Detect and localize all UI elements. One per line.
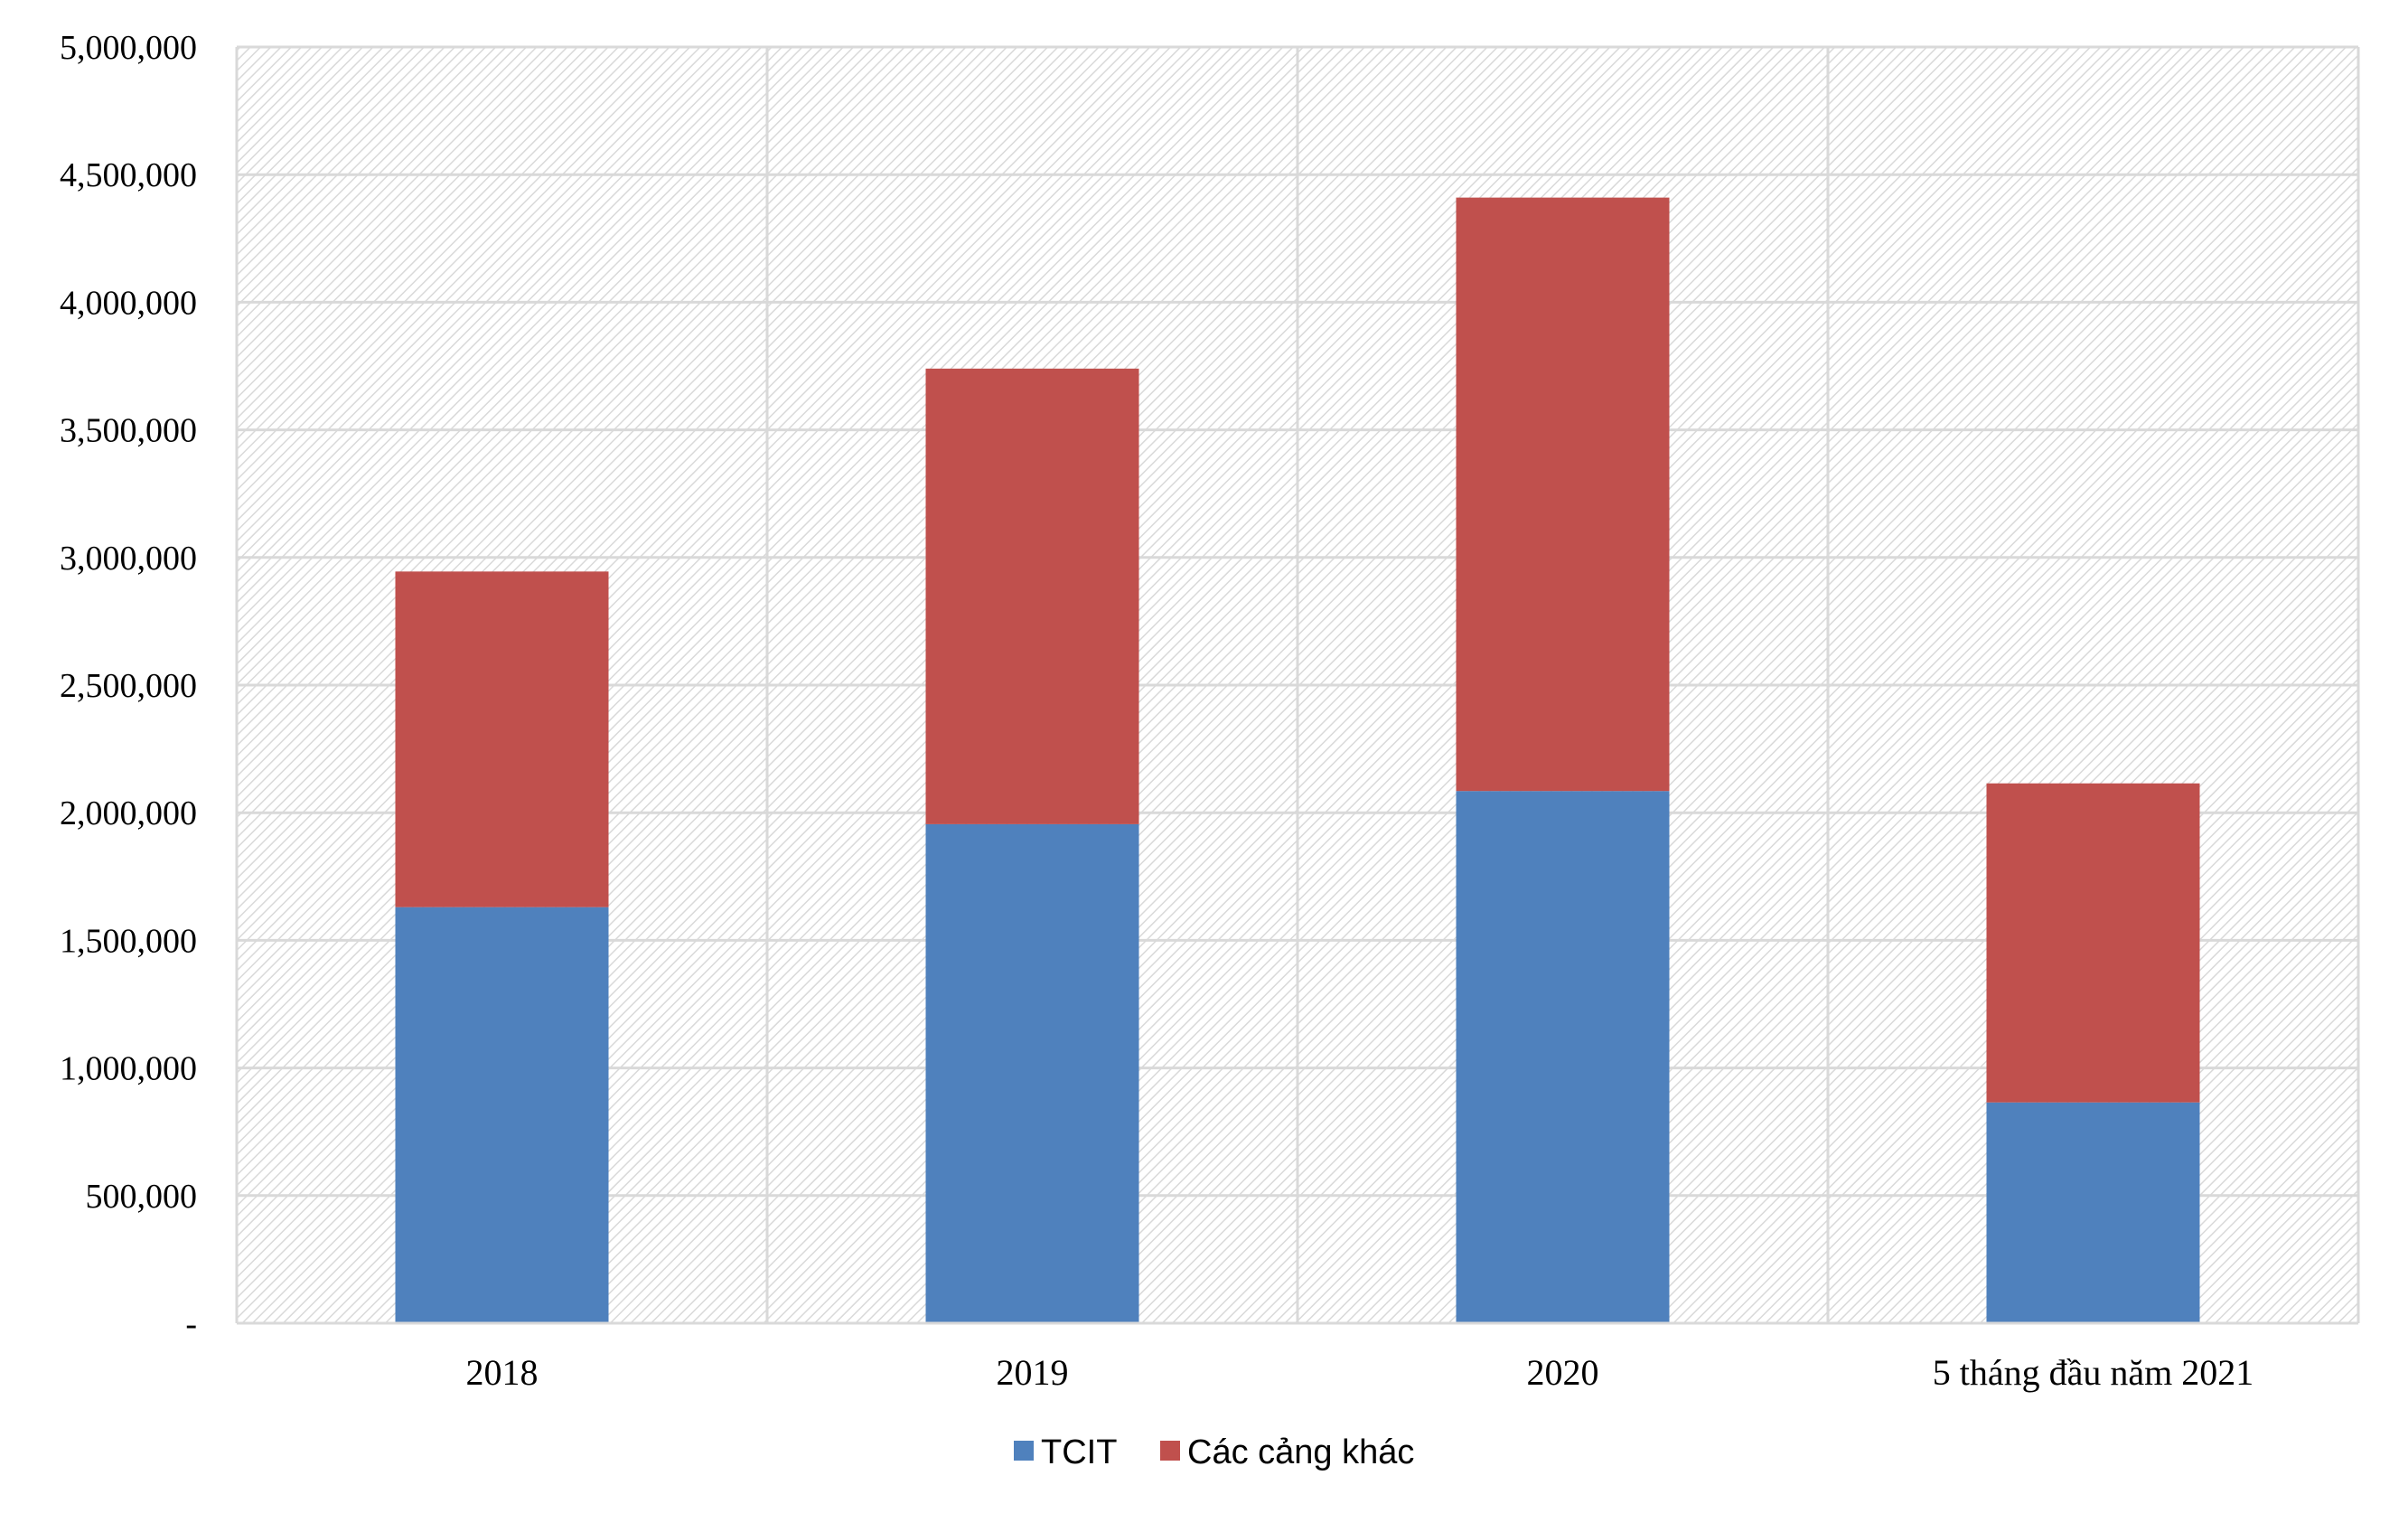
x-tick-label: 2019 [997, 1352, 1069, 1393]
y-tick-label: 1,500,000 [60, 922, 197, 960]
bar-other-ports-1 [925, 368, 1139, 824]
bar-tcit-0 [395, 907, 609, 1323]
y-tick-label: 3,000,000 [60, 540, 197, 578]
legend-swatch-0 [1014, 1441, 1034, 1461]
y-tick-label: 1,000,000 [60, 1050, 197, 1088]
bar-other-ports-2 [1456, 197, 1670, 792]
y-tick-label: 2,500,000 [60, 667, 197, 705]
bar-tcit-2 [1456, 791, 1670, 1323]
x-tick-label: 2020 [1527, 1352, 1599, 1393]
x-tick-label: 2018 [466, 1352, 539, 1393]
y-tick-label: 500,000 [86, 1178, 198, 1216]
y-tick-label: 4,000,000 [60, 284, 197, 322]
y-tick-label: 3,500,000 [60, 412, 197, 450]
y-tick-label: 4,500,000 [60, 156, 197, 194]
legend-label-1: Các cảng khác [1187, 1433, 1414, 1471]
bar-tcit-3 [1986, 1102, 2200, 1323]
bar-other-ports-0 [395, 571, 609, 907]
bar-other-ports-3 [1986, 783, 2200, 1103]
y-tick-label: 2,000,000 [60, 794, 197, 832]
y-tick-label: 5,000,000 [60, 29, 197, 67]
legend-swatch-1 [1160, 1441, 1180, 1461]
x-tick-label: 5 tháng đầu năm 2021 [1933, 1352, 2254, 1393]
bar-tcit-1 [925, 823, 1139, 1323]
legend-label-0: TCIT [1041, 1433, 1117, 1471]
bars [395, 197, 2200, 1323]
axis-labels: - 500,000 1,000,000 1,500,000 2,000,000 2,500… [60, 29, 2253, 1393]
y-tick-label: - [185, 1305, 197, 1343]
legend: TCIT Các cảng khác [1014, 1433, 1414, 1471]
